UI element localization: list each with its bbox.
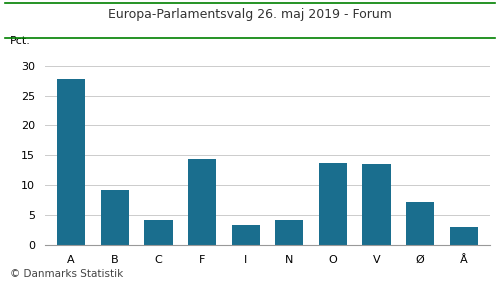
Bar (319, 163, 347, 245)
Bar (100, 190, 129, 245)
Bar (232, 225, 260, 245)
Text: Pct.: Pct. (10, 36, 30, 46)
Bar (362, 164, 390, 245)
Bar (144, 220, 172, 245)
Bar (188, 159, 216, 245)
Bar (275, 220, 304, 245)
Bar (450, 227, 478, 245)
Text: Europa-Parlamentsvalg 26. maj 2019 - Forum: Europa-Parlamentsvalg 26. maj 2019 - For… (108, 8, 392, 21)
Bar (57, 79, 86, 245)
Text: © Danmarks Statistik: © Danmarks Statistik (10, 269, 123, 279)
Bar (406, 202, 434, 245)
